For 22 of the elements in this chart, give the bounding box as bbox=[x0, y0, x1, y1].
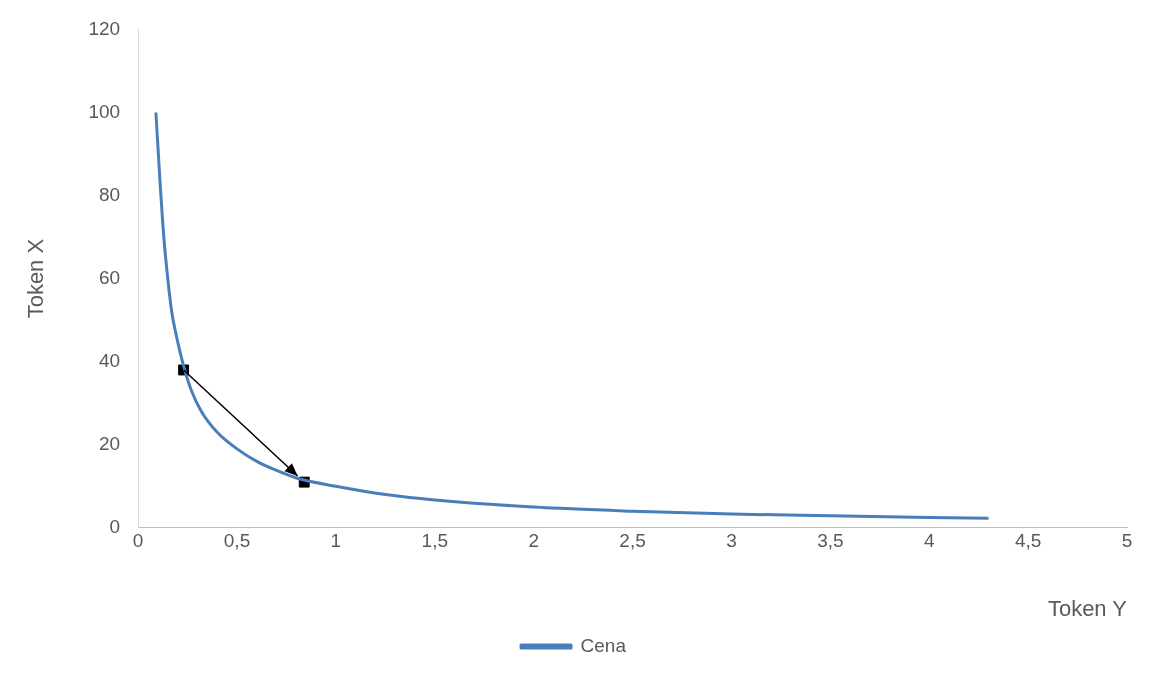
x-tick-label: 3,5 bbox=[817, 530, 844, 552]
y-tick-label: 120 bbox=[88, 17, 121, 39]
x-tick-label: 3 bbox=[726, 530, 737, 552]
x-tick-label: 0,5 bbox=[223, 530, 251, 552]
x-tick-label: 4 bbox=[923, 530, 935, 552]
y-tick-label: 20 bbox=[98, 432, 121, 454]
y-tick-label: 60 bbox=[98, 266, 121, 288]
y-tick-label: 0 bbox=[109, 516, 121, 538]
line-series bbox=[154, 110, 991, 520]
x-axis-title: Token Y bbox=[1047, 595, 1128, 621]
y-tick-label: 100 bbox=[88, 100, 121, 122]
legend-label: Cena bbox=[580, 634, 627, 656]
x-tick-label: 2 bbox=[528, 530, 539, 552]
x-tick-label: 1 bbox=[330, 530, 342, 552]
x-tick-label: 0 bbox=[132, 530, 144, 552]
x-tick-label: 4,5 bbox=[1014, 530, 1042, 552]
y-tick-label: 40 bbox=[98, 349, 121, 371]
x-tick-label: 2,5 bbox=[619, 530, 646, 552]
y-tick-label: 80 bbox=[98, 183, 121, 205]
x-tick-label: 5 bbox=[1121, 530, 1133, 552]
y-axis-title: Token X bbox=[23, 238, 49, 319]
x-tick-label: 1,5 bbox=[421, 530, 448, 552]
